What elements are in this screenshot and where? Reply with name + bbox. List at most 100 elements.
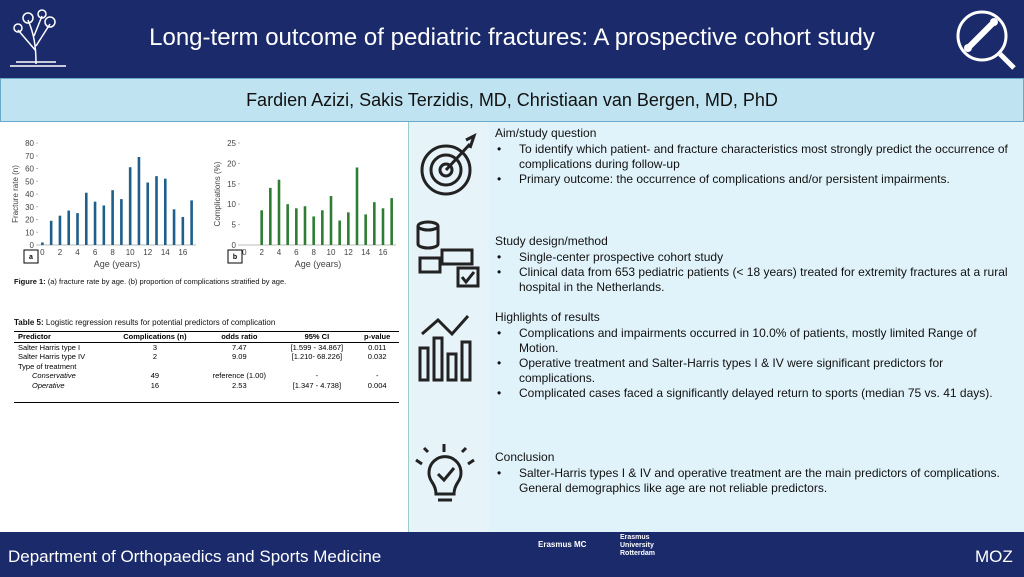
- bar: [260, 210, 263, 245]
- table-cell: 2: [152, 352, 157, 361]
- section: Aim/study question To identify which pati…: [495, 126, 1015, 187]
- table-cell: reference (1.00): [212, 371, 267, 380]
- bullet-list: Complications and impairments occurred i…: [495, 326, 1015, 401]
- y-tick-label: 30: [25, 203, 34, 212]
- y-axis-label: Fracture rate (n): [11, 165, 20, 223]
- x-tick-label: 0: [242, 248, 247, 257]
- table-cell: 0.011: [368, 342, 387, 352]
- bar: [76, 213, 79, 245]
- y-tick-label: 0: [232, 241, 237, 250]
- x-tick-label: 8: [110, 248, 115, 257]
- bar: [102, 205, 106, 245]
- section: Study design/method Single-center prospec…: [495, 234, 1015, 295]
- bar: [347, 212, 350, 245]
- bullet-list: To identify which patient- and fracture …: [495, 142, 1015, 187]
- x-tick-label: 10: [126, 248, 135, 257]
- column-header: Complications (n): [109, 332, 201, 343]
- bar: [146, 182, 150, 245]
- bar: [120, 199, 123, 245]
- y-tick-label: 40: [25, 190, 34, 199]
- y-tick-label: 10: [227, 200, 236, 209]
- table-row: Salter Harris type IV 2 9.09 [1.210- 68.226…: [14, 352, 399, 362]
- table-cell: Type of treatment: [18, 361, 77, 371]
- bar: [58, 215, 62, 245]
- figure-label: Figure 1:: [14, 277, 46, 286]
- x-tick-label: 6: [294, 248, 299, 257]
- bar: [163, 178, 167, 245]
- bar: [303, 206, 307, 245]
- y-tick-label: 80: [25, 139, 34, 148]
- bar: [364, 214, 367, 245]
- x-tick-label: 0: [40, 248, 45, 257]
- table-cell: 2.53: [232, 380, 247, 390]
- bar: [84, 192, 88, 245]
- y-tick-label: 25: [227, 139, 236, 148]
- section-heading: Conclusion: [495, 450, 555, 464]
- bar: [390, 198, 393, 245]
- x-tick-label: 2: [259, 248, 264, 257]
- bar: [295, 208, 298, 245]
- column-header: 95% CI: [278, 332, 356, 343]
- table-row: Conservative 49 reference (1.00) - -: [14, 371, 399, 381]
- authors-band: [0, 78, 1024, 122]
- logo-tree: [10, 9, 66, 67]
- table-cell: Conservative: [32, 371, 76, 380]
- x-tick-label: 4: [277, 248, 282, 257]
- x-tick-label: 16: [379, 248, 388, 257]
- bar: [338, 220, 341, 245]
- y-tick-label: 70: [25, 152, 34, 161]
- table-cell: Salter Harris type I: [18, 342, 81, 352]
- x-tick-label: 4: [75, 248, 80, 257]
- section: Conclusion Salter-Harris types I & IV and…: [495, 450, 1015, 496]
- table-label: Table 5:: [14, 318, 44, 327]
- icons: [415, 133, 480, 502]
- bar: [381, 208, 385, 245]
- bar: [128, 167, 132, 245]
- table-cell: Salter Harris type IV: [18, 352, 86, 361]
- x-axis-label: Age (years): [94, 259, 141, 269]
- x-tick-label: 12: [143, 248, 152, 257]
- table-cell: 0.032: [367, 352, 387, 361]
- figure-caption: Figure 1: (a) fracture rate by age. (b) …: [14, 277, 286, 286]
- panel-box: [227, 249, 243, 264]
- bar: [373, 202, 376, 245]
- bullet: Single-center prospective cohort study: [495, 250, 1015, 265]
- bar: [155, 176, 158, 245]
- table-text: Logistic regression results for potentia…: [45, 318, 276, 327]
- y-tick-label: 10: [25, 228, 34, 237]
- logo-eur: Erasmus University Rotterdam: [620, 534, 656, 557]
- bar: [49, 220, 53, 245]
- bar: [190, 200, 193, 245]
- panel-letter: b: [233, 254, 237, 261]
- table-cell: [1.347 - 4.738]: [292, 380, 342, 390]
- panel-letter: a: [29, 254, 33, 261]
- bar: [111, 190, 114, 245]
- bar: [181, 216, 185, 245]
- table-box: Predictor Complications (n) odds ratio 95% …: [14, 331, 399, 403]
- footer: [0, 532, 1024, 577]
- logo-bone: [956, 10, 1016, 70]
- table-caption: Table 5: Logistic regression results for…: [14, 318, 275, 327]
- section-heading: Highlights of results: [495, 310, 600, 324]
- table-cell: 49: [150, 371, 160, 380]
- section-heading: Study design/method: [495, 234, 608, 248]
- table-cell: 7.47: [232, 342, 247, 352]
- moz: MOZ: [975, 547, 1013, 566]
- y-tick-label: 5: [232, 221, 237, 230]
- bar: [67, 210, 71, 245]
- bar: [286, 204, 289, 245]
- y-tick-label: 50: [25, 177, 34, 186]
- x-tick-label: 16: [178, 248, 187, 257]
- bar: [329, 196, 333, 245]
- table-cell: 16: [150, 380, 160, 390]
- figure-text: (a) fracture rate by age. (b) proportion…: [47, 277, 287, 286]
- x-tick-label: 10: [327, 248, 336, 257]
- x-tick-label: 14: [361, 248, 370, 257]
- table-row: Operative 16 2.53 [1.347 - 4.738] 0.004: [14, 381, 399, 391]
- x-tick-label: 14: [161, 248, 170, 257]
- bullet-list: Single-center prospective cohort studyCl…: [495, 250, 1015, 295]
- table: Predictor Complications (n) odds ratio 95% …: [14, 332, 399, 390]
- bar: [312, 216, 315, 245]
- table-row: Type of treatment: [14, 362, 399, 372]
